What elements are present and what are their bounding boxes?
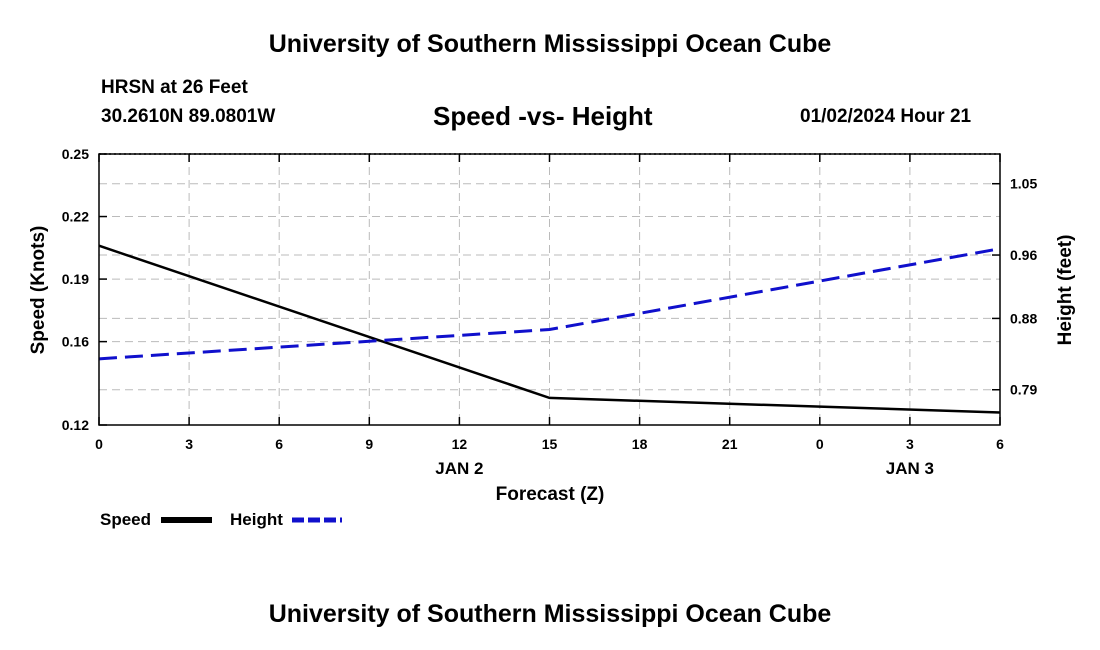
chart-title: Speed -vs- Height [433,101,653,131]
date-label: JAN 3 [886,459,934,478]
station-coordinates: 30.2610N 89.0801W [101,106,276,127]
legend-speed-label: Speed [100,510,152,529]
x-tick-label: 3 [906,436,914,452]
station-name: HRSN at 26 Feet [101,77,248,98]
x-tick-label: 0 [816,436,824,452]
y-tick-label: 0.12 [62,417,89,433]
x-tick-label: 9 [365,436,373,452]
y-tick-label: 0.19 [62,271,89,287]
y-axis-title: Speed (Knots) [28,226,49,355]
x-tick-label: 21 [722,436,738,452]
x-tick-label: 15 [542,436,558,452]
date-label: JAN 2 [435,459,483,478]
main-title: University of Southern Mississippi Ocean… [268,30,832,58]
speed-series-line [98,244,1001,414]
y-tick-label: 0.25 [62,146,89,162]
chart-date: 01/02/2024 Hour 21 [800,106,972,127]
y-tick-label: 0.22 [62,209,89,225]
x-tick-label: 6 [275,436,283,452]
x-tick-label: 18 [632,436,648,452]
height-series-line [98,247,1001,361]
series-lines [98,244,1001,414]
y2-tick-label: 0.79 [1010,382,1037,398]
x-tick-label: 0 [95,436,103,452]
y2-tick-label: 0.88 [1010,310,1037,326]
footer-title: University of Southern Mississippi Ocean… [268,600,832,628]
y2-tick-label: 0.96 [1010,247,1037,263]
y2-tick-label: 1.05 [1010,176,1037,192]
plot-frame [98,153,1001,426]
legend-speed-swatch [161,517,212,523]
grid-lines [99,153,1000,425]
y2-axis-title: Height (feet) [1055,235,1076,346]
axis-labels: 0 3 6 9 12 15 18 21 0 3 6 JAN 2 JAN 3 0.12 0.16 0.19 0.2… [62,146,1038,478]
x-tick-label: 12 [452,436,468,452]
y-tick-label: 0.16 [62,334,89,350]
legend-height-swatch [292,517,342,523]
legend-height-label: Height [230,510,283,529]
x-tick-label: 3 [185,436,193,452]
x-tick-label: 6 [996,436,1004,452]
x-axis-title: Forecast (Z) [496,484,605,505]
